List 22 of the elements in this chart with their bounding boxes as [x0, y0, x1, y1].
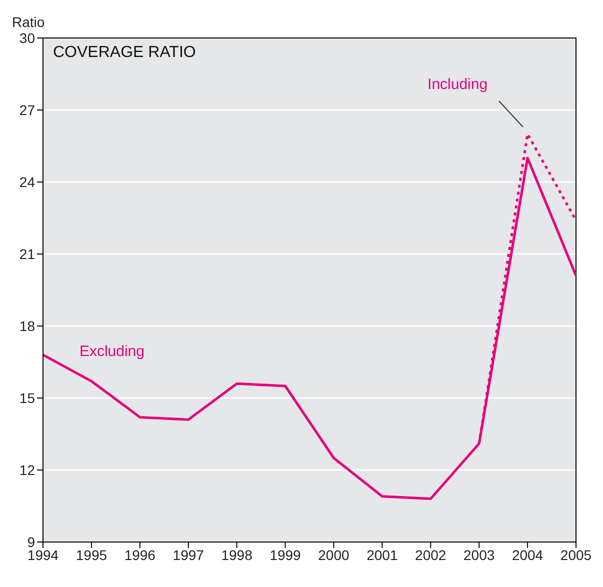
x-tick-label: 2000: [318, 546, 350, 563]
y-axis-title: Ratio: [12, 14, 45, 30]
x-tick-label: 1996: [124, 546, 156, 563]
x-tick-label: 1998: [221, 546, 253, 563]
y-tick-label: 18: [19, 318, 36, 334]
chart-title: COVERAGE RATIO: [53, 44, 196, 62]
y-tick-label: 21: [19, 246, 36, 262]
x-tick-label: 2003: [464, 546, 495, 563]
text: Including: [428, 76, 488, 93]
x-tick-label: 1995: [76, 546, 108, 563]
y-tick-label: 15: [19, 390, 36, 406]
x-tick-label: 1999: [270, 546, 302, 563]
y-tick-label: 27: [19, 102, 36, 118]
y-tick-label: 12: [19, 462, 36, 478]
y-tick-label: 30: [19, 30, 36, 46]
y-tick-label: 24: [19, 174, 36, 190]
x-tick-label: 1997: [172, 546, 204, 563]
x-tick-label: 2002: [415, 546, 446, 563]
series-label: Excluding: [79, 343, 144, 360]
x-tick-label: 2004: [512, 546, 544, 563]
x-tick-label: 2005: [560, 546, 592, 563]
x-tick-label: 2001: [366, 546, 398, 563]
